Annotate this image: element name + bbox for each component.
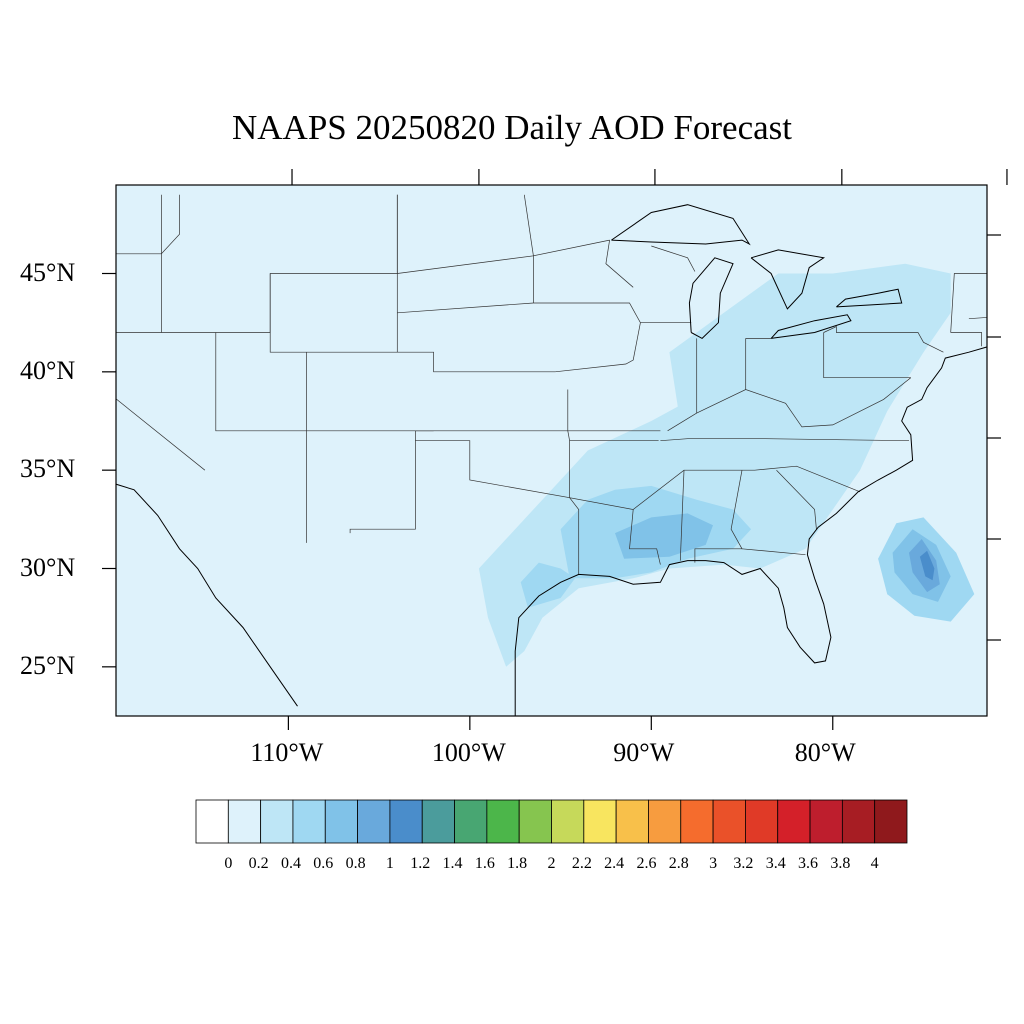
lake-superior <box>611 204 751 246</box>
colorbar <box>195 799 908 844</box>
lon-tick-label: 90°W <box>613 738 675 767</box>
colorbar-label: 1.4 <box>442 855 463 872</box>
lat-tick-label: 30°N <box>20 552 76 582</box>
colorbar-swatch <box>615 799 649 844</box>
axis-ticks <box>102 169 1008 730</box>
colorbar-label: 1 <box>385 855 394 872</box>
aod-region-atlantic-plume-peak <box>919 550 935 581</box>
colorbar-swatch <box>357 799 391 844</box>
colorbar-swatch <box>195 799 229 844</box>
colorbar-swatch <box>680 799 714 844</box>
colorbar-swatch <box>292 799 326 844</box>
colorbar-label: 0.8 <box>345 855 366 872</box>
lon-tick-label: 100°W <box>431 738 506 767</box>
aod-region-texas-coast-plume <box>520 562 576 608</box>
state-border-21 <box>776 469 817 530</box>
aod-regions <box>478 263 975 667</box>
colorbar-swatch <box>777 799 811 844</box>
colorbar-label: 0.2 <box>248 855 269 872</box>
colorbar-swatch <box>421 799 455 844</box>
lat-tick-label: 45°N <box>20 257 76 287</box>
colorbar-label: 4 <box>870 855 879 872</box>
aod-region-great-lakes-northeast <box>669 263 951 412</box>
colorbar-label: 2.6 <box>636 855 657 872</box>
state-border-3 <box>116 398 206 471</box>
colorbar-swatch <box>809 799 843 844</box>
lake-erie <box>770 314 852 339</box>
state-border-9 <box>397 302 534 314</box>
state-border-34 <box>651 245 696 272</box>
state-border-31 <box>968 317 987 320</box>
colorbar-label: 3.8 <box>830 855 851 872</box>
state-border-17 <box>632 465 861 510</box>
colorbar-label: 2.4 <box>604 855 625 872</box>
state-border-5 <box>269 273 556 373</box>
state-borders <box>116 194 987 575</box>
gulf-atlantic-coastline <box>514 346 987 716</box>
state-border-33 <box>605 240 634 288</box>
state-border-30 <box>950 332 982 347</box>
colorbar-swatch <box>841 799 876 844</box>
colorbar-label: 0 <box>224 855 233 872</box>
state-border-20 <box>741 548 806 556</box>
lake-michigan <box>688 257 734 340</box>
lon-tick-label: 80°W <box>794 738 856 767</box>
lake-huron <box>750 249 826 310</box>
state-border-16 <box>569 440 661 565</box>
colorbar-swatch <box>518 799 552 844</box>
colorbar-label: 1.6 <box>474 855 495 872</box>
colorbar-swatch <box>227 799 262 844</box>
map-title: NAAPS 20250820 Daily AOD Forecast <box>232 108 792 147</box>
colorbar-swatch <box>874 799 908 844</box>
colorbar-swatch <box>583 799 617 844</box>
lat-tick-label: 40°N <box>20 355 76 385</box>
colorbar-swatch <box>486 799 520 844</box>
colorbar-swatch <box>712 799 746 844</box>
map-frame <box>115 184 988 717</box>
state-border-11 <box>415 440 580 575</box>
state-border-12 <box>533 239 610 303</box>
lat-tick-label: 25°N <box>20 650 76 680</box>
colorbar-label: 1.8 <box>507 855 528 872</box>
colorbar-label: 1.2 <box>410 855 431 872</box>
colorbar-swatch <box>648 799 682 844</box>
lon-tick-label: 110°W <box>250 738 324 767</box>
state-border-18 <box>679 470 685 561</box>
state-border-2 <box>161 194 180 333</box>
state-border-29 <box>950 273 987 333</box>
colorbar-swatch <box>454 799 488 844</box>
colorbar-label: 3 <box>709 855 718 872</box>
colorbar-label: 3.4 <box>765 855 786 872</box>
west-coastline <box>116 483 298 707</box>
colorbar-label: 3.6 <box>798 855 819 872</box>
lat-tick-label: 35°N <box>20 454 76 484</box>
aod-region-mississippi-alabama-max <box>615 513 713 559</box>
state-border-14 <box>555 322 641 373</box>
state-border-22 <box>660 438 910 442</box>
colorbar-label: 2 <box>547 855 556 872</box>
colorbar-label: 2.8 <box>668 855 689 872</box>
state-border-27 <box>823 332 911 379</box>
colorbar-swatch <box>551 799 585 844</box>
colorbar-swatch <box>745 799 779 844</box>
state-border-4 <box>215 332 661 432</box>
colorbar-label: 0.4 <box>280 855 301 872</box>
state-border-28 <box>823 326 944 353</box>
colorbar-swatch <box>324 799 358 844</box>
state-border-13 <box>533 302 692 324</box>
colorbar-label: 3.2 <box>733 855 754 872</box>
colorbar-swatch <box>260 799 294 844</box>
colorbar-label: 2.2 <box>571 855 592 872</box>
coastlines <box>116 204 987 716</box>
state-border-32 <box>986 273 987 276</box>
lake-ontario <box>836 288 903 308</box>
colorbar-swatch <box>389 799 423 844</box>
state-border-10 <box>349 430 434 534</box>
colorbar-label: 0.6 <box>313 855 334 872</box>
state-border-23 <box>667 377 912 432</box>
